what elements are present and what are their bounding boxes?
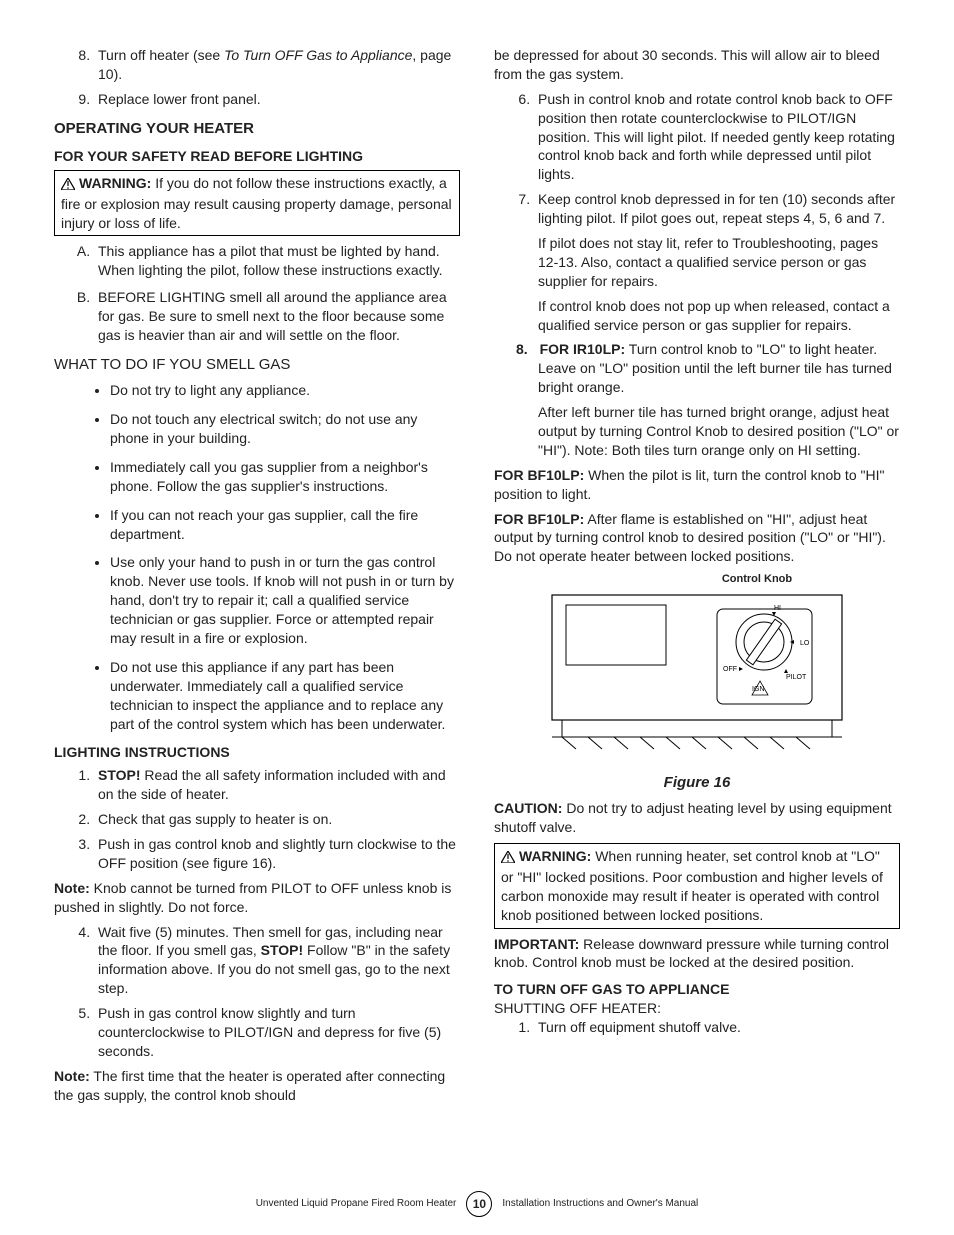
- lighting-steps-b: Wait five (5) minutes. Then smell for ga…: [54, 923, 460, 1061]
- page-footer: Unvented Liquid Propane Fired Room Heate…: [54, 1191, 900, 1217]
- lstep-2: Check that gas supply to heater is on.: [94, 810, 460, 829]
- for-a-bold: FOR BF10LP:: [494, 467, 584, 483]
- warning-box-1: WARNING: If you do not follow these inst…: [54, 170, 460, 237]
- warning-label-2: WARNING:: [519, 848, 591, 864]
- note-2-text: The first time that the heater is operat…: [54, 1068, 445, 1103]
- lstep-6: Push in control knob and rotate control …: [534, 90, 900, 184]
- caution-text: CAUTION: Do not try to adjust heating le…: [494, 799, 900, 837]
- important-bold: IMPORTANT:: [494, 936, 579, 952]
- resume-list-8: Turn off heater (see To Turn OFF Gas to …: [54, 46, 460, 109]
- lstep-4-bold: STOP!: [261, 942, 304, 958]
- step-8: Turn off heater (see To Turn OFF Gas to …: [94, 46, 460, 84]
- control-knob-label: Control Knob: [614, 572, 900, 587]
- step-9: Replace lower front panel.: [94, 90, 460, 109]
- off-step-1: Turn off equipment shutoff valve.: [534, 1018, 900, 1037]
- knob-hi: HI: [774, 605, 781, 612]
- note-1-text: Knob cannot be turned from PILOT to OFF …: [54, 880, 451, 915]
- step-8-ital: To Turn OFF Gas to Appliance: [224, 47, 412, 63]
- lstep-8-lead: FOR IR10LP:: [540, 341, 626, 357]
- heading-lighting: LIGHTING INSTRUCTIONS: [54, 743, 460, 762]
- lstep-7: Keep control knob depressed in for ten (…: [534, 190, 900, 334]
- smell-gas-bullets: Do not try to light any appliance. Do no…: [54, 381, 460, 733]
- lstep-8: 8. FOR IR10LP: Turn control knob to "LO"…: [534, 340, 900, 459]
- note-1: Note: Knob cannot be turned from PILOT t…: [54, 879, 460, 917]
- alpha-a: This appliance has a pilot that must be …: [94, 242, 460, 280]
- left-column: Turn off heater (see To Turn OFF Gas to …: [54, 46, 460, 1111]
- bullet-6: Do not use this appliance if any part ha…: [110, 658, 460, 734]
- warning-icon: [501, 849, 515, 868]
- important-text: IMPORTANT: Release downward pressure whi…: [494, 935, 900, 973]
- continuation-text: be depressed for about 30 seconds. This …: [494, 46, 900, 84]
- footer-right: Installation Instructions and Owner's Ma…: [502, 1197, 698, 1211]
- lstep-7-sub-1: If pilot does not stay lit, refer to Tro…: [538, 234, 900, 291]
- heading-smell-gas: WHAT TO DO IF YOU SMELL GAS: [54, 355, 460, 375]
- off-steps: Turn off equipment shutoff valve.: [494, 1018, 900, 1037]
- lstep-4: Wait five (5) minutes. Then smell for ga…: [94, 923, 460, 999]
- knob-pilot: PILOT: [786, 674, 807, 681]
- heading-turn-off: TO TURN OFF GAS TO APPLIANCE: [494, 980, 900, 999]
- lstep-7-text: Keep control knob depressed in for ten (…: [538, 191, 895, 226]
- lighting-steps-c: Push in control knob and rotate control …: [494, 90, 900, 460]
- caution-bold: CAUTION:: [494, 800, 562, 816]
- lstep-1-text: Read the all safety information included…: [98, 767, 446, 802]
- alpha-b: BEFORE LIGHTING smell all around the app…: [94, 288, 460, 345]
- page: Turn off heater (see To Turn OFF Gas to …: [0, 0, 954, 1235]
- bullet-5: Use only your hand to push in or turn th…: [110, 553, 460, 647]
- figure-16-diagram: HI LO OFF PILOT IGN: [494, 587, 900, 767]
- alpha-list: This appliance has a pilot that must be …: [54, 242, 460, 344]
- two-column-layout: Turn off heater (see To Turn OFF Gas to …: [54, 46, 900, 1111]
- for-bf10lp-a: FOR BF10LP: When the pilot is lit, turn …: [494, 466, 900, 504]
- footer-left: Unvented Liquid Propane Fired Room Heate…: [256, 1197, 457, 1211]
- heading-safety: FOR YOUR SAFETY READ BEFORE LIGHTING: [54, 147, 460, 166]
- for-b-bold: FOR BF10LP:: [494, 511, 584, 527]
- lstep-8-sub-1: After left burner tile has turned bright…: [538, 403, 900, 460]
- step-8-pre: Turn off heater (see: [98, 47, 224, 63]
- warning-box-2: WARNING: When running heater, set contro…: [494, 843, 900, 929]
- knob-lo: LO: [800, 640, 810, 647]
- warning-icon: [61, 176, 75, 195]
- lstep-7-sub-2: If control knob does not pop up when rel…: [538, 297, 900, 335]
- right-column: be depressed for about 30 seconds. This …: [494, 46, 900, 1111]
- heading-operating: OPERATING YOUR HEATER: [54, 119, 460, 139]
- for-bf10lp-b: FOR BF10LP: After flame is established o…: [494, 510, 900, 567]
- lstep-3: Push in gas control knob and slightly tu…: [94, 835, 460, 873]
- lighting-steps-a: STOP! Read the all safety information in…: [54, 766, 460, 872]
- bullet-4: If you can not reach your gas supplier, …: [110, 506, 460, 544]
- lstep-5: Push in gas control know slightly and tu…: [94, 1004, 460, 1061]
- page-number: 10: [466, 1191, 492, 1217]
- note-2: Note: The first time that the heater is …: [54, 1067, 460, 1105]
- bullet-1: Do not try to light any appliance.: [110, 381, 460, 400]
- lstep-1-bold: STOP!: [98, 767, 141, 783]
- bullet-2: Do not touch any electrical switch; do n…: [110, 410, 460, 448]
- figure-caption: Figure 16: [494, 773, 900, 793]
- bullet-3: Immediately call you gas supplier from a…: [110, 458, 460, 496]
- knob-off: OFF: [723, 666, 737, 673]
- note-1-label: Note:: [54, 880, 90, 896]
- warning-label-1: WARNING:: [79, 175, 151, 191]
- lstep-1: STOP! Read the all safety information in…: [94, 766, 460, 804]
- note-2-label: Note:: [54, 1068, 90, 1084]
- subheading-shutting-off: SHUTTING OFF HEATER:: [494, 999, 900, 1018]
